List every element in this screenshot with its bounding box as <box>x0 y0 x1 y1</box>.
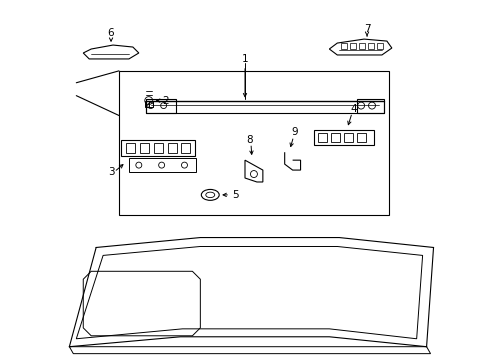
Bar <box>145 99 175 113</box>
Bar <box>341 43 346 49</box>
Bar <box>126 143 135 153</box>
Text: 9: 9 <box>291 127 297 138</box>
Bar <box>356 99 383 113</box>
Text: 6: 6 <box>107 28 114 38</box>
Bar <box>318 133 326 142</box>
Bar <box>181 143 190 153</box>
Text: 1: 1 <box>241 54 248 64</box>
Text: 3: 3 <box>107 167 114 177</box>
Bar <box>356 133 366 142</box>
Bar <box>119 71 388 215</box>
Text: 5: 5 <box>232 190 238 200</box>
Text: 7: 7 <box>363 24 369 34</box>
Bar <box>167 143 176 153</box>
Bar <box>129 158 196 172</box>
Bar <box>314 130 373 145</box>
Text: 8: 8 <box>246 135 253 145</box>
Bar <box>367 43 373 49</box>
Bar <box>349 43 355 49</box>
Bar <box>358 43 365 49</box>
Bar <box>140 143 148 153</box>
Text: 2: 2 <box>163 96 169 105</box>
Bar <box>153 143 163 153</box>
Bar <box>376 43 382 49</box>
Bar <box>344 133 352 142</box>
Bar <box>331 133 340 142</box>
Text: 4: 4 <box>350 104 357 113</box>
Bar <box>121 140 195 156</box>
Bar <box>144 100 152 107</box>
